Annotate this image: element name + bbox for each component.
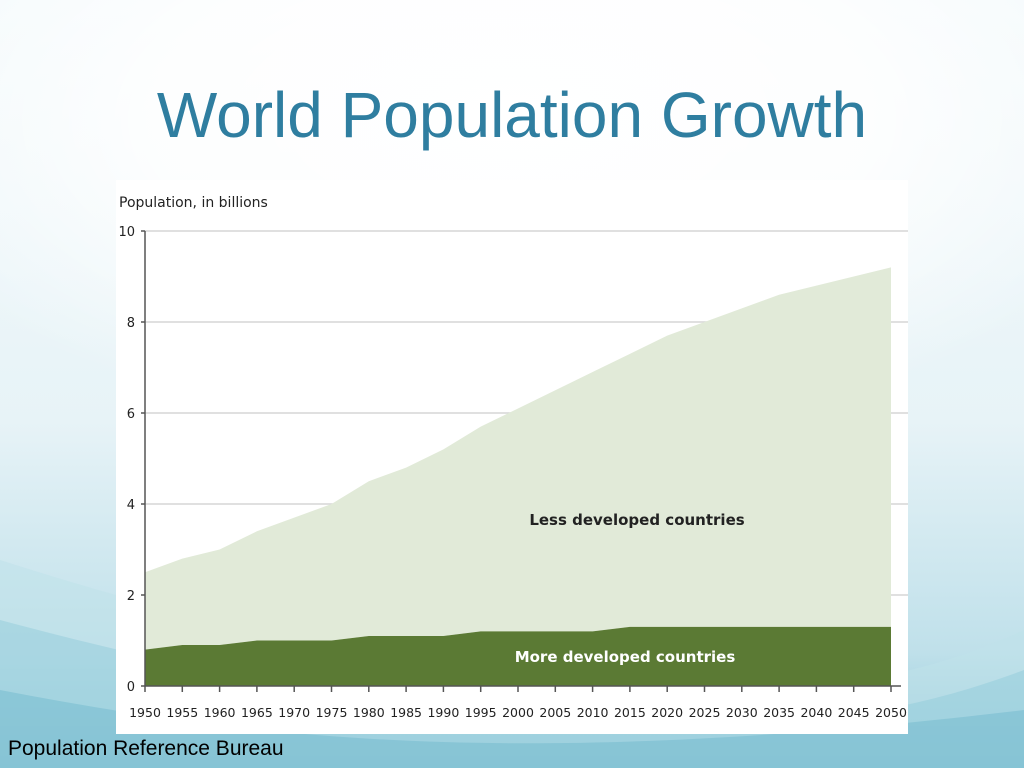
x-tick-label: 2020: [651, 705, 683, 720]
x-tick-label: 1985: [390, 705, 422, 720]
series-label-more-developed: More developed countries: [515, 648, 736, 666]
source-credit: Population Reference Bureau: [8, 737, 284, 760]
population-area-chart: Population, in billions 0 2 4 6 8 10 1950 1955 1…: [118, 195, 908, 720]
y-tick-label: 6: [127, 407, 135, 422]
x-tick-label: 2030: [726, 705, 758, 720]
x-tick-label: 1995: [465, 705, 497, 720]
slide-title: World Population Growth: [156, 79, 868, 151]
x-tick-label: 1980: [353, 705, 385, 720]
x-tick-label: 2005: [539, 705, 571, 720]
x-tick-label: 1975: [316, 705, 348, 720]
series-label-less-developed: Less developed countries: [529, 511, 744, 529]
x-tick-label: 2000: [502, 705, 534, 720]
area-less-developed: [145, 267, 891, 650]
x-tick-label: 1950: [129, 705, 161, 720]
chart-panel: Population, in billions 0 2 4 6 8 10 1950 1955 1…: [116, 180, 908, 734]
x-tick-label: 2045: [838, 705, 870, 720]
y-tick-label: 4: [127, 498, 135, 513]
x-tick-label: 1990: [427, 705, 459, 720]
x-tick-label: 2035: [763, 705, 795, 720]
y-axis-label: Population, in billions: [119, 195, 268, 211]
x-tick-label: 2015: [614, 705, 646, 720]
x-tick-label: 2025: [689, 705, 721, 720]
x-tick-label: 2040: [800, 705, 832, 720]
x-tick-label: 1960: [204, 705, 236, 720]
x-tick-label: 1965: [241, 705, 273, 720]
x-tick-label: 2050: [875, 705, 907, 720]
x-tick-label: 1970: [278, 705, 310, 720]
area-more-developed: [145, 626, 891, 686]
y-tick-label: 0: [127, 680, 135, 695]
y-tick-label: 8: [127, 316, 135, 331]
x-tick-label: 2010: [577, 705, 609, 720]
y-tick-label: 2: [127, 589, 135, 604]
x-tick-label: 1955: [166, 705, 198, 720]
y-tick-label: 10: [118, 225, 135, 240]
